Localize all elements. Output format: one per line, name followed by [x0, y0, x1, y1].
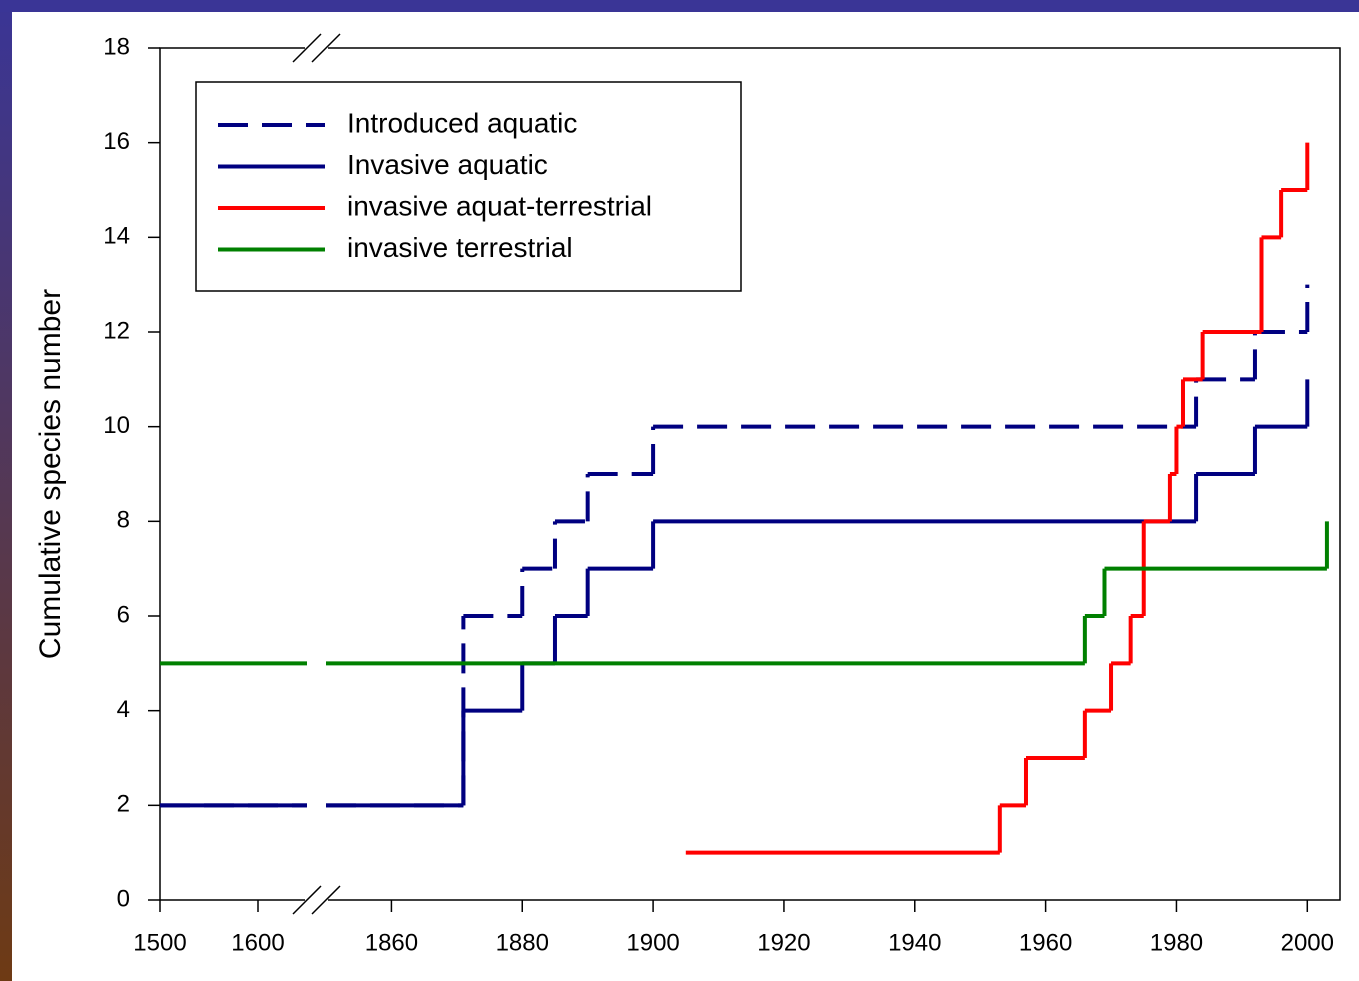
axis-break-mark [311, 33, 341, 63]
axis-break-mark [311, 885, 341, 915]
x-tick-label: 1900 [626, 929, 679, 956]
legend-label: Introduced aquatic [347, 107, 577, 138]
step-segment [1194, 377, 1255, 427]
x-tick-label: 1940 [888, 929, 941, 956]
y-tick-label: 6 [117, 601, 130, 628]
y-tick-label: 4 [117, 696, 130, 723]
step-segment [552, 614, 588, 664]
legend-box [195, 81, 742, 292]
step-segment [1200, 330, 1262, 380]
x-tick-label: 1880 [496, 929, 549, 956]
axis-break-mark [292, 885, 322, 915]
axis-break-mark [292, 33, 322, 63]
step-segment [997, 803, 1026, 853]
x-tick-label: 1920 [757, 929, 810, 956]
step-segment [651, 424, 1197, 474]
plot-frame [159, 47, 1341, 901]
step-segment [585, 472, 654, 522]
x-tick-label: 1980 [1150, 929, 1203, 956]
step-segment [1023, 756, 1085, 806]
step-segment [1252, 330, 1308, 380]
step-segment [1102, 566, 1327, 616]
y-tick-label: 8 [117, 507, 130, 534]
y-tick-label: 0 [117, 885, 130, 912]
legend-label: Invasive aquatic [347, 149, 548, 180]
step-segment [651, 519, 1197, 569]
step-segment [1109, 661, 1131, 711]
x-tick-label: 1960 [1019, 929, 1072, 956]
step-segment [585, 566, 654, 616]
step-segment [1180, 377, 1203, 427]
y-tick-label: 14 [103, 223, 130, 250]
step-segment [520, 566, 555, 616]
step-segment [1279, 188, 1308, 238]
step-segment [1174, 424, 1183, 474]
legend-label: invasive terrestrial [347, 232, 573, 263]
step-segment [1082, 708, 1112, 758]
axis-break-gap [305, 45, 328, 51]
y-axis-label: Cumulative species number [34, 289, 67, 659]
x-tick-label: 1500 [133, 929, 186, 956]
y-tick-label: 12 [103, 317, 130, 344]
y-tick-label: 2 [117, 791, 130, 818]
legend-label: invasive aquat-terrestrial [347, 190, 652, 221]
y-tick-label: 18 [103, 33, 130, 60]
step-segment [1082, 614, 1105, 664]
y-tick-label: 10 [103, 412, 130, 439]
axis-break-gap [305, 897, 328, 903]
step-segment [1252, 424, 1308, 474]
step-segment [1128, 614, 1144, 664]
x-tick-label: 1600 [231, 929, 284, 956]
step-segment [461, 708, 523, 806]
x-tick-label: 1860 [365, 929, 418, 956]
x-tick-label: 2000 [1281, 929, 1334, 956]
step-segment [552, 519, 588, 569]
top-band [0, 0, 1359, 12]
y-tick-label: 16 [103, 128, 130, 155]
step-segment [1259, 235, 1282, 332]
step-segment [1194, 472, 1255, 522]
